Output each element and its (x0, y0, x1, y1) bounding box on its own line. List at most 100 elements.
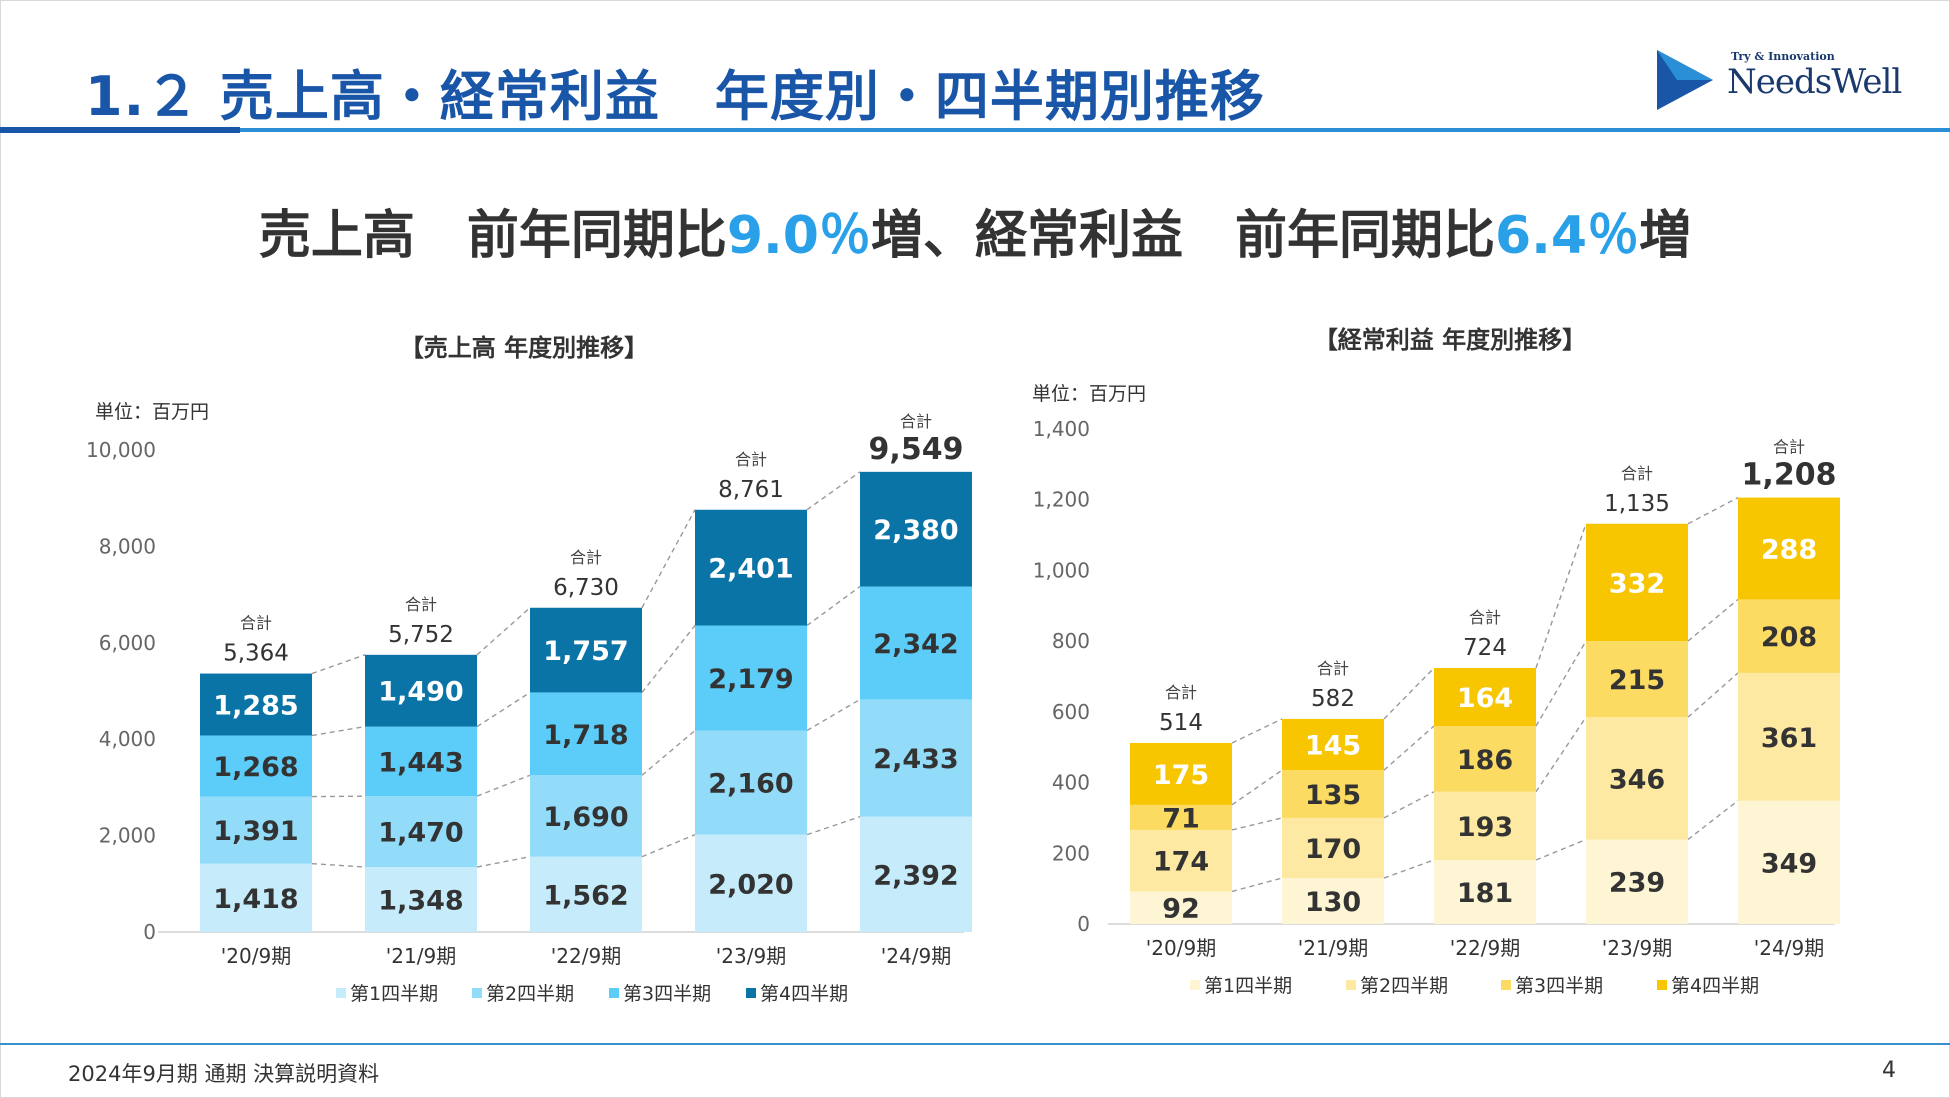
sales-y-tick-label: 2,000 (99, 824, 156, 848)
page-number: 4 (1882, 1058, 1896, 1083)
profit-legend-swatch (1657, 980, 1667, 990)
profit-bar-segment (1130, 804, 1232, 830)
profit-bar-segment (1130, 829, 1232, 892)
profit-segment-label: 174 (1153, 847, 1209, 878)
sales-bar-segment (365, 796, 477, 868)
profit-segment-label: 349 (1761, 848, 1817, 879)
headline-profit-text: 増、経常利益 前年同期比 (870, 206, 1495, 266)
sales-total-caption: 合計 (405, 595, 437, 614)
headline: 売上高 前年同期比9.0％増、経常利益 前年同期比6.4％増 (0, 193, 1950, 268)
profit-segment-label: 215 (1609, 665, 1665, 696)
sales-bar-segment (530, 856, 642, 932)
profit-segment-label: 208 (1761, 622, 1817, 653)
sales-bar-segment (200, 735, 312, 797)
sales-bar-segment (200, 673, 312, 736)
sales-connector-line (476, 774, 531, 797)
sales-segment-label: 2,401 (708, 554, 793, 585)
sales-segment-label: 2,020 (708, 869, 793, 900)
logo-name: NeedsWell (1727, 62, 1902, 102)
sales-bar-segment (860, 816, 972, 932)
sales-legend-label: 第1四半期 (350, 983, 438, 1005)
profit-connector-line (1231, 817, 1283, 831)
profit-bar-segment (1282, 878, 1384, 924)
sales-connector-line (806, 816, 861, 836)
sales-connector-line (806, 698, 861, 732)
sales-segment-label: 1,391 (213, 816, 298, 847)
profit-total-caption: 合計 (1317, 659, 1349, 678)
sales-segment-label: 1,690 (543, 802, 628, 833)
sales-y-tick-label: 10,000 (86, 438, 156, 462)
profit-segment-label: 170 (1305, 834, 1361, 865)
sales-category-label: '21/9期 (386, 944, 456, 968)
profit-connector-line (1383, 791, 1435, 819)
profit-total-caption: 合計 (1621, 464, 1653, 483)
sales-segment-label: 1,418 (213, 884, 298, 915)
sales-total-caption: 合計 (900, 412, 932, 431)
profit-bar-segment (1738, 497, 1840, 600)
profit-bar-segment (1130, 742, 1232, 805)
sales-category-label: '24/9期 (881, 944, 951, 968)
profit-total-value: 514 (1159, 710, 1203, 736)
sales-category-label: '23/9期 (716, 944, 786, 968)
sales-segment-label: 1,490 (378, 677, 463, 708)
profit-bar-segment (1586, 641, 1688, 718)
sales-total-value: 5,364 (223, 641, 289, 667)
sales-segment-label: 1,562 (543, 880, 628, 911)
profit-segment-label: 288 (1761, 535, 1817, 566)
profit-connector-line (1231, 769, 1283, 806)
profit-bar-segment (1738, 672, 1840, 801)
profit-bar-segment (1586, 523, 1688, 642)
profit-category-label: '21/9期 (1298, 936, 1368, 960)
sales-connector-line (641, 729, 696, 776)
sales-bar-segment (365, 654, 477, 727)
sales-legend-swatch (336, 988, 346, 998)
sales-connector-line (476, 691, 531, 728)
footer-divider (0, 1043, 1950, 1045)
sales-segment-label: 1,757 (543, 636, 628, 667)
sales-bar-segment (695, 834, 807, 932)
sales-legend-label: 第3四半期 (623, 983, 711, 1005)
profit-total-value: 1,208 (1742, 458, 1837, 493)
profit-category-label: '22/9期 (1450, 936, 1520, 960)
profit-segment-label: 239 (1609, 868, 1665, 899)
profit-legend-label: 第3四半期 (1515, 975, 1603, 997)
profit-segment-label: 130 (1305, 887, 1361, 918)
profit-bar-segment (1282, 718, 1384, 771)
profit-bar-segment (1434, 791, 1536, 861)
sales-bar-segment (530, 692, 642, 776)
profit-y-tick-label: 1,000 (1033, 558, 1090, 582)
sales-unit-label: 単位：百万円 (95, 401, 209, 423)
profit-segment-label: 332 (1609, 568, 1665, 599)
profit-segment-label: 193 (1457, 812, 1513, 843)
sales-bar-segment (695, 625, 807, 731)
footer-text: 2024年9月期 通期 決算説明資料 (68, 1062, 380, 1086)
profit-chart-title: 【経常利益 年度別推移】 (1314, 326, 1586, 354)
sales-category-label: '20/9期 (221, 944, 291, 968)
title-divider (0, 128, 1950, 132)
profit-segment-label: 181 (1457, 878, 1513, 909)
sales-connector-line (641, 625, 696, 693)
sales-y-tick-label: 0 (143, 920, 156, 944)
profit-connector-line (1687, 598, 1739, 642)
profit-connector-line (1383, 859, 1435, 879)
profit-connector-line (1687, 496, 1739, 525)
sales-bar-segment (365, 726, 477, 797)
sales-legend-swatch (472, 988, 482, 998)
headline-sales-growth: 9.0％ (726, 206, 871, 266)
sales-total-caption: 合計 (735, 450, 767, 469)
profit-total-value: 582 (1311, 686, 1355, 712)
sales-connector-line (476, 856, 531, 868)
profit-segment-label: 71 (1162, 803, 1200, 834)
sales-y-tick-label: 4,000 (99, 727, 156, 751)
sales-total-caption: 合計 (570, 548, 602, 567)
sales-total-value: 9,549 (869, 432, 964, 467)
profit-y-tick-label: 800 (1052, 629, 1090, 653)
headline-profit-growth: 6.4％ (1495, 206, 1640, 266)
profit-bar-segment (1434, 726, 1536, 792)
slide-title: 1.２ 売上高・経常利益 年度別・四半期別推移 (85, 65, 1265, 128)
sales-segment-label: 1,268 (213, 752, 298, 783)
sales-bar-segment (365, 867, 477, 932)
profit-segment-label: 186 (1457, 745, 1513, 776)
sales-total-value: 6,730 (553, 575, 619, 601)
